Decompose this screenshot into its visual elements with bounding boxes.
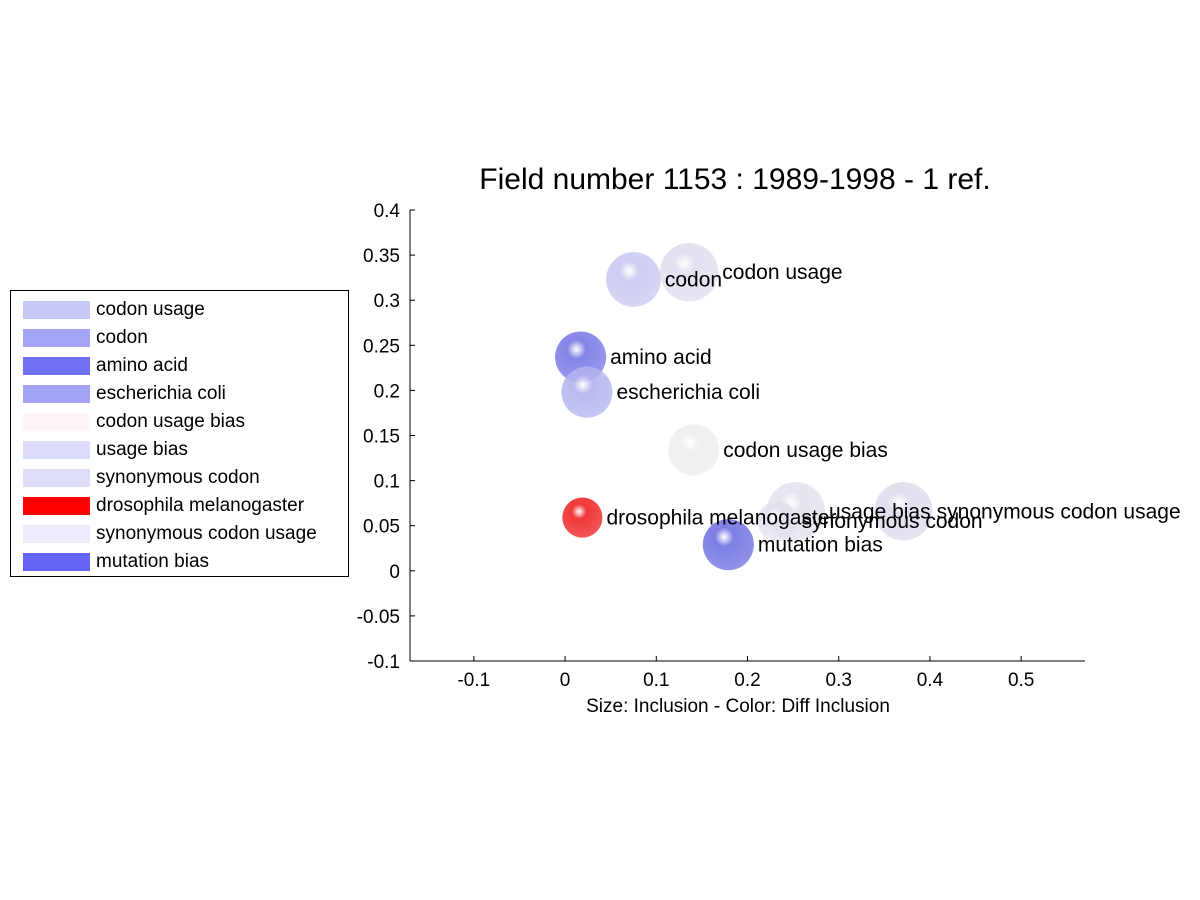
data-point-label: synonymous codon usage xyxy=(937,500,1181,523)
legend-item: synonymous codon xyxy=(23,467,260,489)
data-points xyxy=(555,243,933,571)
y-tick-label: 0.2 xyxy=(374,381,400,402)
data-point xyxy=(874,482,933,541)
legend-item: synonymous codon usage xyxy=(23,523,317,545)
x-tick-label: 0.5 xyxy=(1008,670,1034,691)
x-tick-label: 0.2 xyxy=(734,670,760,691)
legend-swatch xyxy=(23,413,90,431)
y-tick-label: 0.35 xyxy=(363,246,400,267)
y-tick-label: 0.25 xyxy=(363,336,400,357)
data-point-label: synonymous codon xyxy=(802,510,983,533)
legend-item: drosophila melanogaster xyxy=(23,495,304,517)
legend-label: amino acid xyxy=(96,355,188,376)
data-point-label: codon xyxy=(665,268,722,291)
legend-swatch xyxy=(23,469,90,487)
legend-item: escherichia coli xyxy=(23,383,226,405)
legend-item: codon xyxy=(23,327,148,349)
data-point-label: escherichia coli xyxy=(617,381,761,404)
legend-label: escherichia coli xyxy=(96,383,226,404)
chart-title: Field number 1153 : 1989-1998 - 1 ref. xyxy=(479,163,990,196)
y-tick-label: 0.4 xyxy=(374,201,401,222)
chart-legend: codon usage codon amino acid escherichia co… xyxy=(10,290,349,577)
data-point-label: codon usage bias xyxy=(723,439,888,462)
legend-item: codon usage bias xyxy=(23,411,245,433)
legend-item: codon usage xyxy=(23,299,205,321)
x-tick-label: 0.4 xyxy=(917,670,944,691)
legend-label: synonymous codon xyxy=(96,467,260,488)
legend-label: mutation bias xyxy=(96,551,210,572)
legend-swatch xyxy=(23,329,90,347)
legend-label: usage bias xyxy=(96,439,188,460)
legend-item: usage bias xyxy=(23,439,188,461)
legend-label: codon usage xyxy=(96,299,205,320)
y-tick-label: 0.05 xyxy=(363,517,400,538)
data-point xyxy=(659,243,719,302)
legend-label: codon xyxy=(96,327,148,348)
legend-swatch xyxy=(23,385,90,403)
y-tick-label: 0.3 xyxy=(374,291,400,312)
data-point xyxy=(561,366,613,418)
data-point-label: usage bias xyxy=(829,500,931,523)
data-point-label: codon usage xyxy=(722,261,842,284)
legend-swatch xyxy=(23,441,90,459)
y-tick-label: 0 xyxy=(389,562,400,583)
data-point-label: drosophila melanogaster xyxy=(606,507,836,530)
legend-item: amino acid xyxy=(23,355,188,377)
plot-axes: -0.1 -0.05 0 0.05 0.1 0.15 0.2 0.25 0.3 0.35 0.4 -0… xyxy=(357,201,1085,691)
x-tick-label: 0.1 xyxy=(643,670,669,691)
legend-swatch xyxy=(23,497,90,515)
legend-label: drosophila melanogaster xyxy=(96,495,305,516)
data-point-label: amino acid xyxy=(610,346,712,369)
legend-swatch xyxy=(23,553,90,571)
y-tick-label: -0.1 xyxy=(367,652,400,673)
x-tick-label: -0.1 xyxy=(457,670,490,691)
x-tick-label: 0 xyxy=(560,670,571,691)
y-tick-label: -0.05 xyxy=(357,607,400,628)
data-point xyxy=(606,252,661,307)
y-tick-label: 0.1 xyxy=(374,472,400,493)
x-tick-label: 0.3 xyxy=(826,670,852,691)
legend-swatch xyxy=(23,525,90,543)
legend-label: codon usage bias xyxy=(96,411,245,432)
data-point xyxy=(562,497,603,538)
y-tick-label: 0.15 xyxy=(363,427,400,448)
legend-label: synonymous codon usage xyxy=(96,523,317,544)
legend-swatch xyxy=(23,301,90,319)
legend-item: mutation bias xyxy=(23,551,209,573)
x-axis-label: Size: Inclusion - Color: Diff Inclusion xyxy=(586,696,890,717)
point-labels: codon codon usage amino acid escherichia co… xyxy=(606,261,1180,556)
data-point-label: mutation bias xyxy=(758,534,883,557)
data-point xyxy=(757,501,798,542)
data-point xyxy=(702,519,754,571)
legend-swatch xyxy=(23,357,90,375)
data-point xyxy=(668,424,720,476)
